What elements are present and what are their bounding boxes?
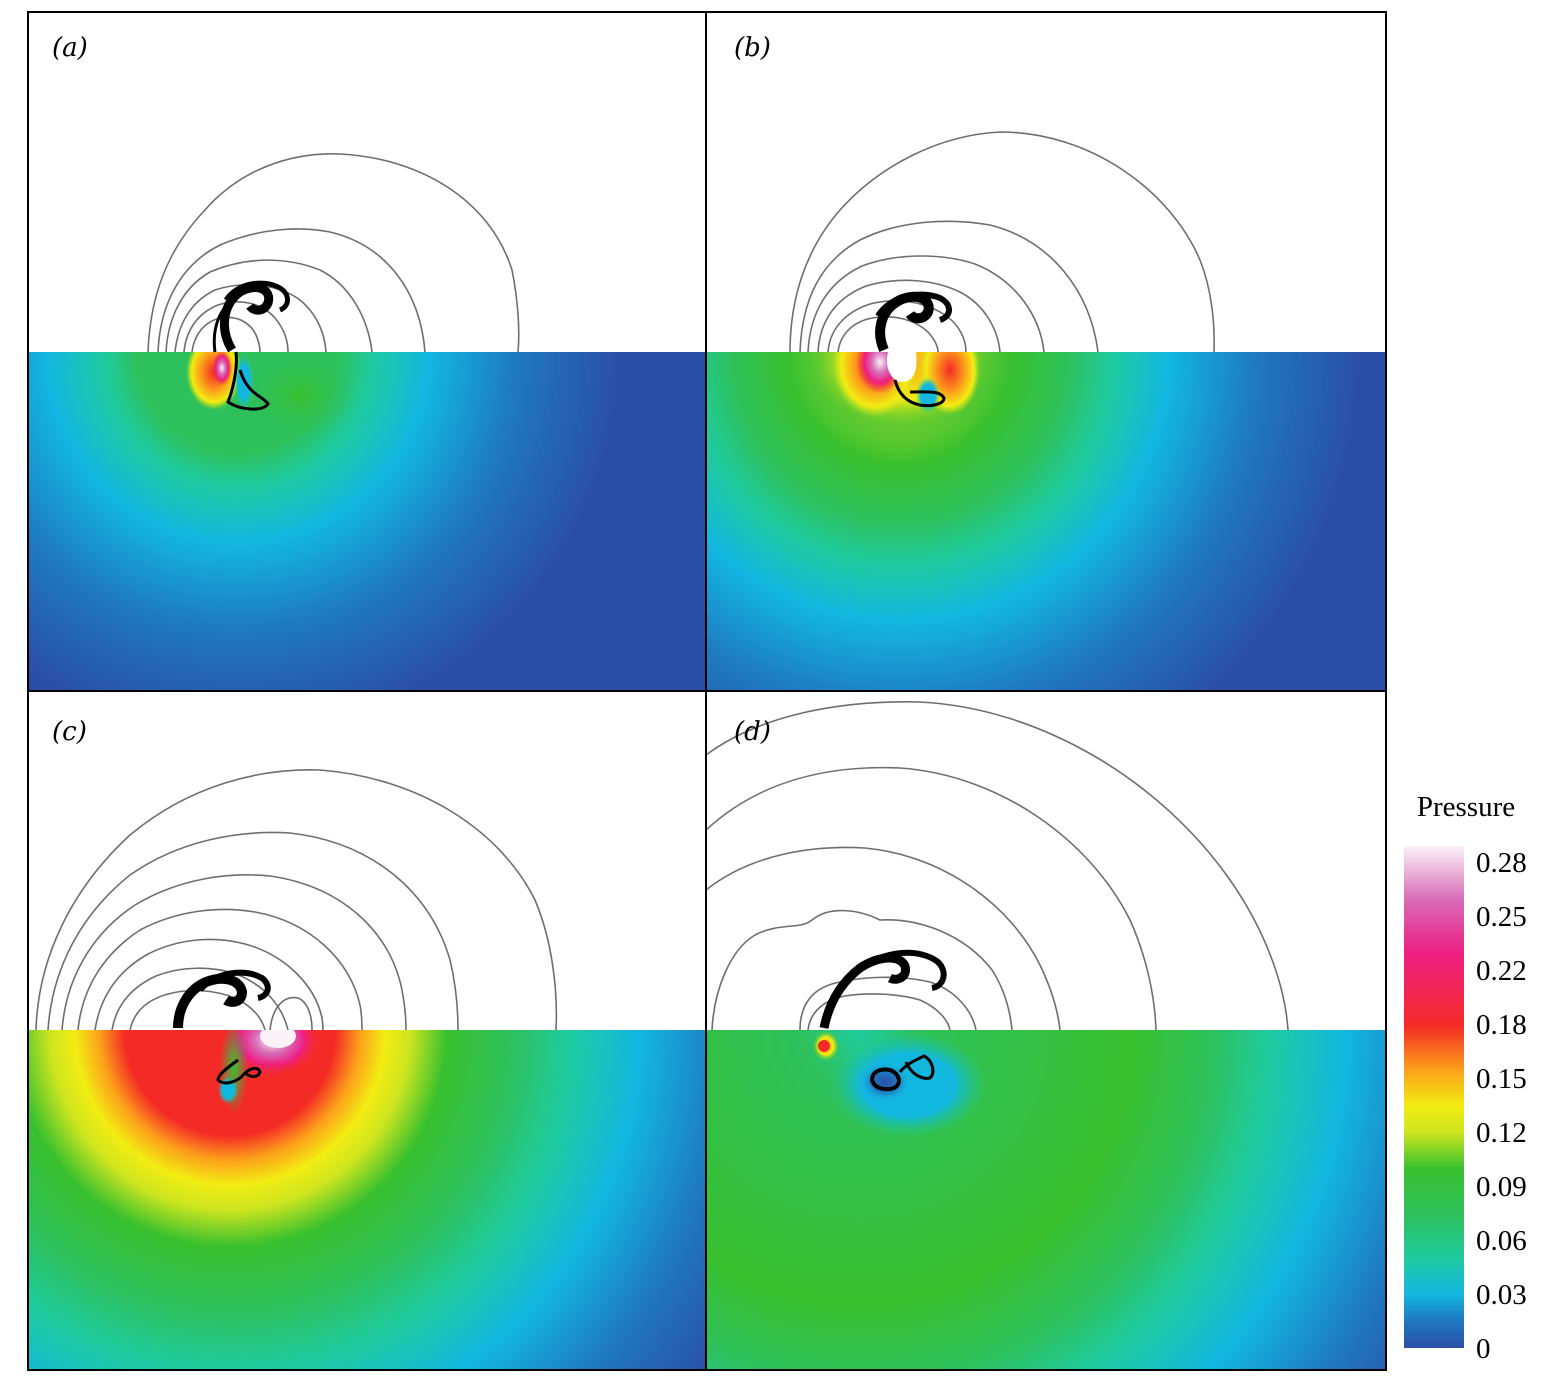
colorbar-tick-label: 0.09 [1476,1171,1527,1203]
colorbar: Pressure 0.28 0.25 0.22 0.18 0.15 0.12 0.09 0.0… [1404,791,1527,1365]
panel-d-pressure-field [706,1030,1386,1370]
colorbar-tick-label: 0.28 [1476,847,1527,879]
colorbar-tick-label: 0 [1476,1333,1491,1365]
colorbar-tick-label: 0.25 [1476,901,1527,933]
panel-d-contours [706,701,1289,1030]
panel-b-label: (b) [734,33,771,63]
panel-b: (b) [706,12,1386,691]
panel-a-pressure-field [28,352,706,691]
panel-b-pressure-field [706,352,1386,691]
panel-c-vortex [173,969,271,1085]
panel-d-vortex [819,949,947,1092]
colorbar-tick-label: 0.15 [1476,1063,1527,1095]
panel-a-label: (a) [52,33,88,63]
panel-a: (a) [28,12,706,691]
colorbar-gradient [1404,846,1464,1348]
panel-b-vortex [875,291,952,408]
panel-c-contours [35,769,558,1030]
colorbar-tick-label: 0.22 [1476,955,1527,987]
colorbar-title: Pressure [1417,791,1515,823]
panel-c-pressure-field [28,1030,706,1370]
panel-c-label: (c) [52,717,87,747]
panel-a-vortex [212,280,290,411]
colorbar-ticks: 0.28 0.25 0.22 0.18 0.15 0.12 0.09 0.06 0.03 0 [1476,847,1527,1365]
colorbar-tick-label: 0.06 [1476,1225,1527,1257]
panel-a-contours [147,153,520,352]
panel-d: (d) [706,691,1386,1370]
colorbar-tick-label: 0.03 [1476,1279,1527,1311]
panel-d-label: (d) [734,717,771,747]
panel-frame [27,11,1387,1371]
colorbar-tick-label: 0.12 [1476,1117,1527,1149]
colorbar-tick-label: 0.18 [1476,1009,1527,1041]
panel-c: (c) [28,691,706,1370]
